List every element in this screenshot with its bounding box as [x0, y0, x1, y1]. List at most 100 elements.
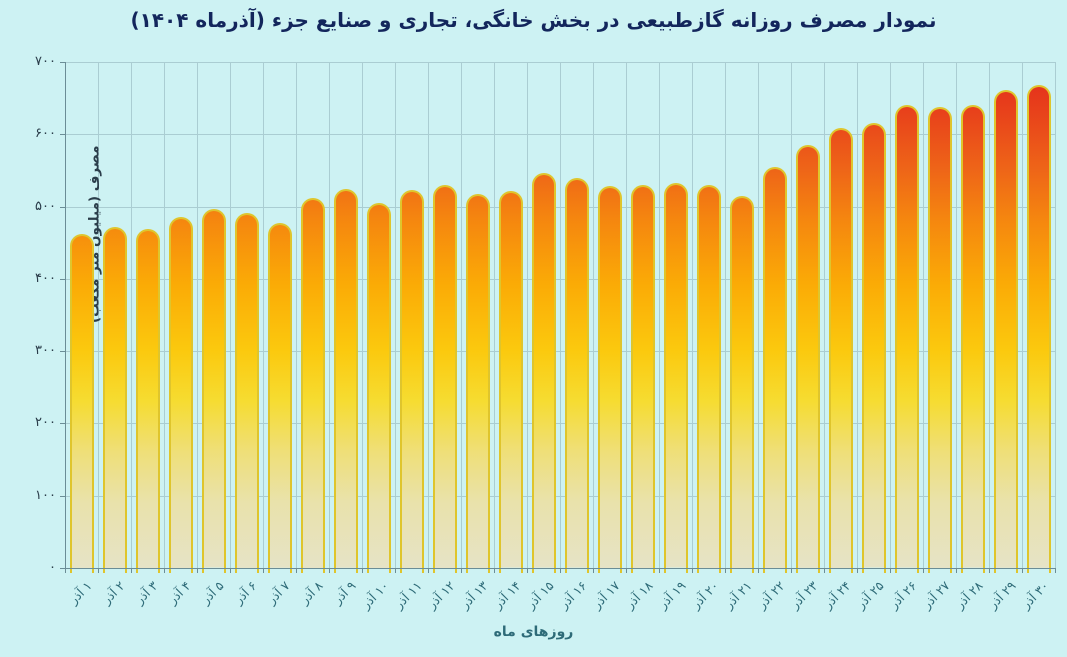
bar-day-17 — [597, 185, 622, 573]
plot-area — [65, 62, 1056, 569]
bar-day-19 — [663, 183, 688, 573]
v-gridline — [164, 62, 165, 568]
v-gridline — [362, 62, 363, 568]
x-tick-mark — [230, 568, 231, 573]
bar-day-10 — [366, 202, 391, 573]
y-tick-label-500: ۵۰۰ — [35, 198, 56, 214]
chart-title: نمودار مصرف روزانه گازطبیعی در بخش خانگی… — [130, 8, 937, 32]
v-gridline — [461, 62, 462, 568]
x-tick-mark — [197, 568, 198, 573]
v-gridline — [230, 62, 231, 568]
y-tick-mark — [60, 62, 65, 63]
x-tick-mark — [494, 568, 495, 573]
v-gridline — [527, 62, 528, 568]
v-gridline — [725, 62, 726, 568]
x-tick-mark — [593, 568, 594, 573]
x-axis-title: روزهای ماه — [493, 624, 574, 640]
bar-day-8 — [300, 197, 325, 573]
y-tick-mark — [60, 134, 65, 136]
bar-day-20 — [696, 184, 721, 573]
v-gridline — [923, 62, 924, 568]
y-tick-mark — [60, 423, 65, 425]
bar-day-3 — [135, 228, 160, 573]
v-gridline — [98, 62, 99, 568]
x-tick-mark — [428, 568, 429, 573]
v-gridline — [824, 62, 825, 568]
y-tick-label-0: ۰ — [49, 560, 56, 575]
y-tick-label-700: ۷۰۰ — [35, 54, 56, 69]
v-gridline — [626, 62, 627, 568]
bar-day-21 — [729, 195, 754, 573]
x-tick-mark — [956, 568, 957, 573]
v-gridline — [131, 62, 132, 568]
y-tick-mark — [60, 495, 65, 497]
bar-day-1 — [69, 234, 94, 573]
x-tick-mark — [1055, 568, 1056, 573]
v-gridline — [989, 62, 990, 568]
x-tick-mark — [527, 568, 528, 573]
x-tick-mark — [461, 568, 462, 573]
v-gridline — [560, 62, 561, 568]
y-tick-label-300: ۳۰۰ — [35, 343, 56, 359]
bar-day-28 — [960, 105, 985, 573]
y-tick-mark — [60, 206, 65, 208]
v-gridline — [428, 62, 429, 568]
x-tick-mark — [626, 568, 627, 573]
v-gridline — [494, 62, 495, 568]
bar-day-14 — [498, 191, 523, 573]
bar-day-24 — [828, 127, 853, 573]
bar-day-13 — [465, 193, 490, 573]
x-tick-mark — [692, 568, 693, 573]
x-tick-mark — [98, 568, 99, 573]
v-gridline — [197, 62, 198, 568]
bar-day-23 — [795, 145, 820, 573]
bar-day-2 — [102, 226, 127, 573]
bar-day-11 — [399, 189, 424, 573]
x-tick-mark — [296, 568, 297, 573]
bar-day-25 — [861, 123, 886, 573]
x-tick-mark — [1022, 568, 1023, 573]
bar-day-7 — [267, 223, 292, 573]
y-tick-mark — [60, 568, 65, 569]
v-gridline — [857, 62, 858, 568]
x-tick-mark — [164, 568, 165, 573]
x-tick-mark — [791, 568, 792, 573]
v-gridline — [329, 62, 330, 568]
y-tick-label-600: ۶۰۰ — [35, 126, 56, 142]
bar-day-12 — [432, 184, 457, 573]
v-gridline — [692, 62, 693, 568]
y-axis-line — [65, 62, 66, 569]
bar-day-4 — [168, 216, 193, 573]
x-tick-mark — [890, 568, 891, 573]
x-tick-mark — [560, 568, 561, 573]
x-tick-mark — [659, 568, 660, 573]
x-tick-mark — [329, 568, 330, 573]
x-tick-mark — [395, 568, 396, 573]
bar-day-16 — [564, 178, 589, 573]
y-tick-label-200: ۲۰۰ — [35, 415, 56, 431]
v-gridline — [593, 62, 594, 568]
y-tick-mark — [60, 351, 65, 353]
v-gridline — [296, 62, 297, 568]
x-tick-mark — [131, 568, 132, 573]
x-tick-mark — [923, 568, 924, 573]
v-gridline — [395, 62, 396, 568]
x-tick-mark — [857, 568, 858, 573]
bar-day-5 — [201, 209, 226, 573]
x-tick-mark — [989, 568, 990, 573]
bar-day-29 — [993, 90, 1018, 573]
v-gridline — [791, 62, 792, 568]
x-tick-mark — [758, 568, 759, 573]
bar-day-6 — [234, 213, 259, 573]
x-tick-mark — [824, 568, 825, 573]
x-tick-mark — [725, 568, 726, 573]
v-gridline — [659, 62, 660, 568]
bar-day-9 — [333, 189, 358, 573]
x-tick-mark — [362, 568, 363, 573]
y-tick-label-100: ۱۰۰ — [35, 487, 56, 503]
v-gridline — [263, 62, 264, 568]
bar-day-18 — [630, 184, 655, 573]
y-tick-label-400: ۴۰۰ — [35, 270, 56, 286]
v-gridline — [890, 62, 891, 568]
